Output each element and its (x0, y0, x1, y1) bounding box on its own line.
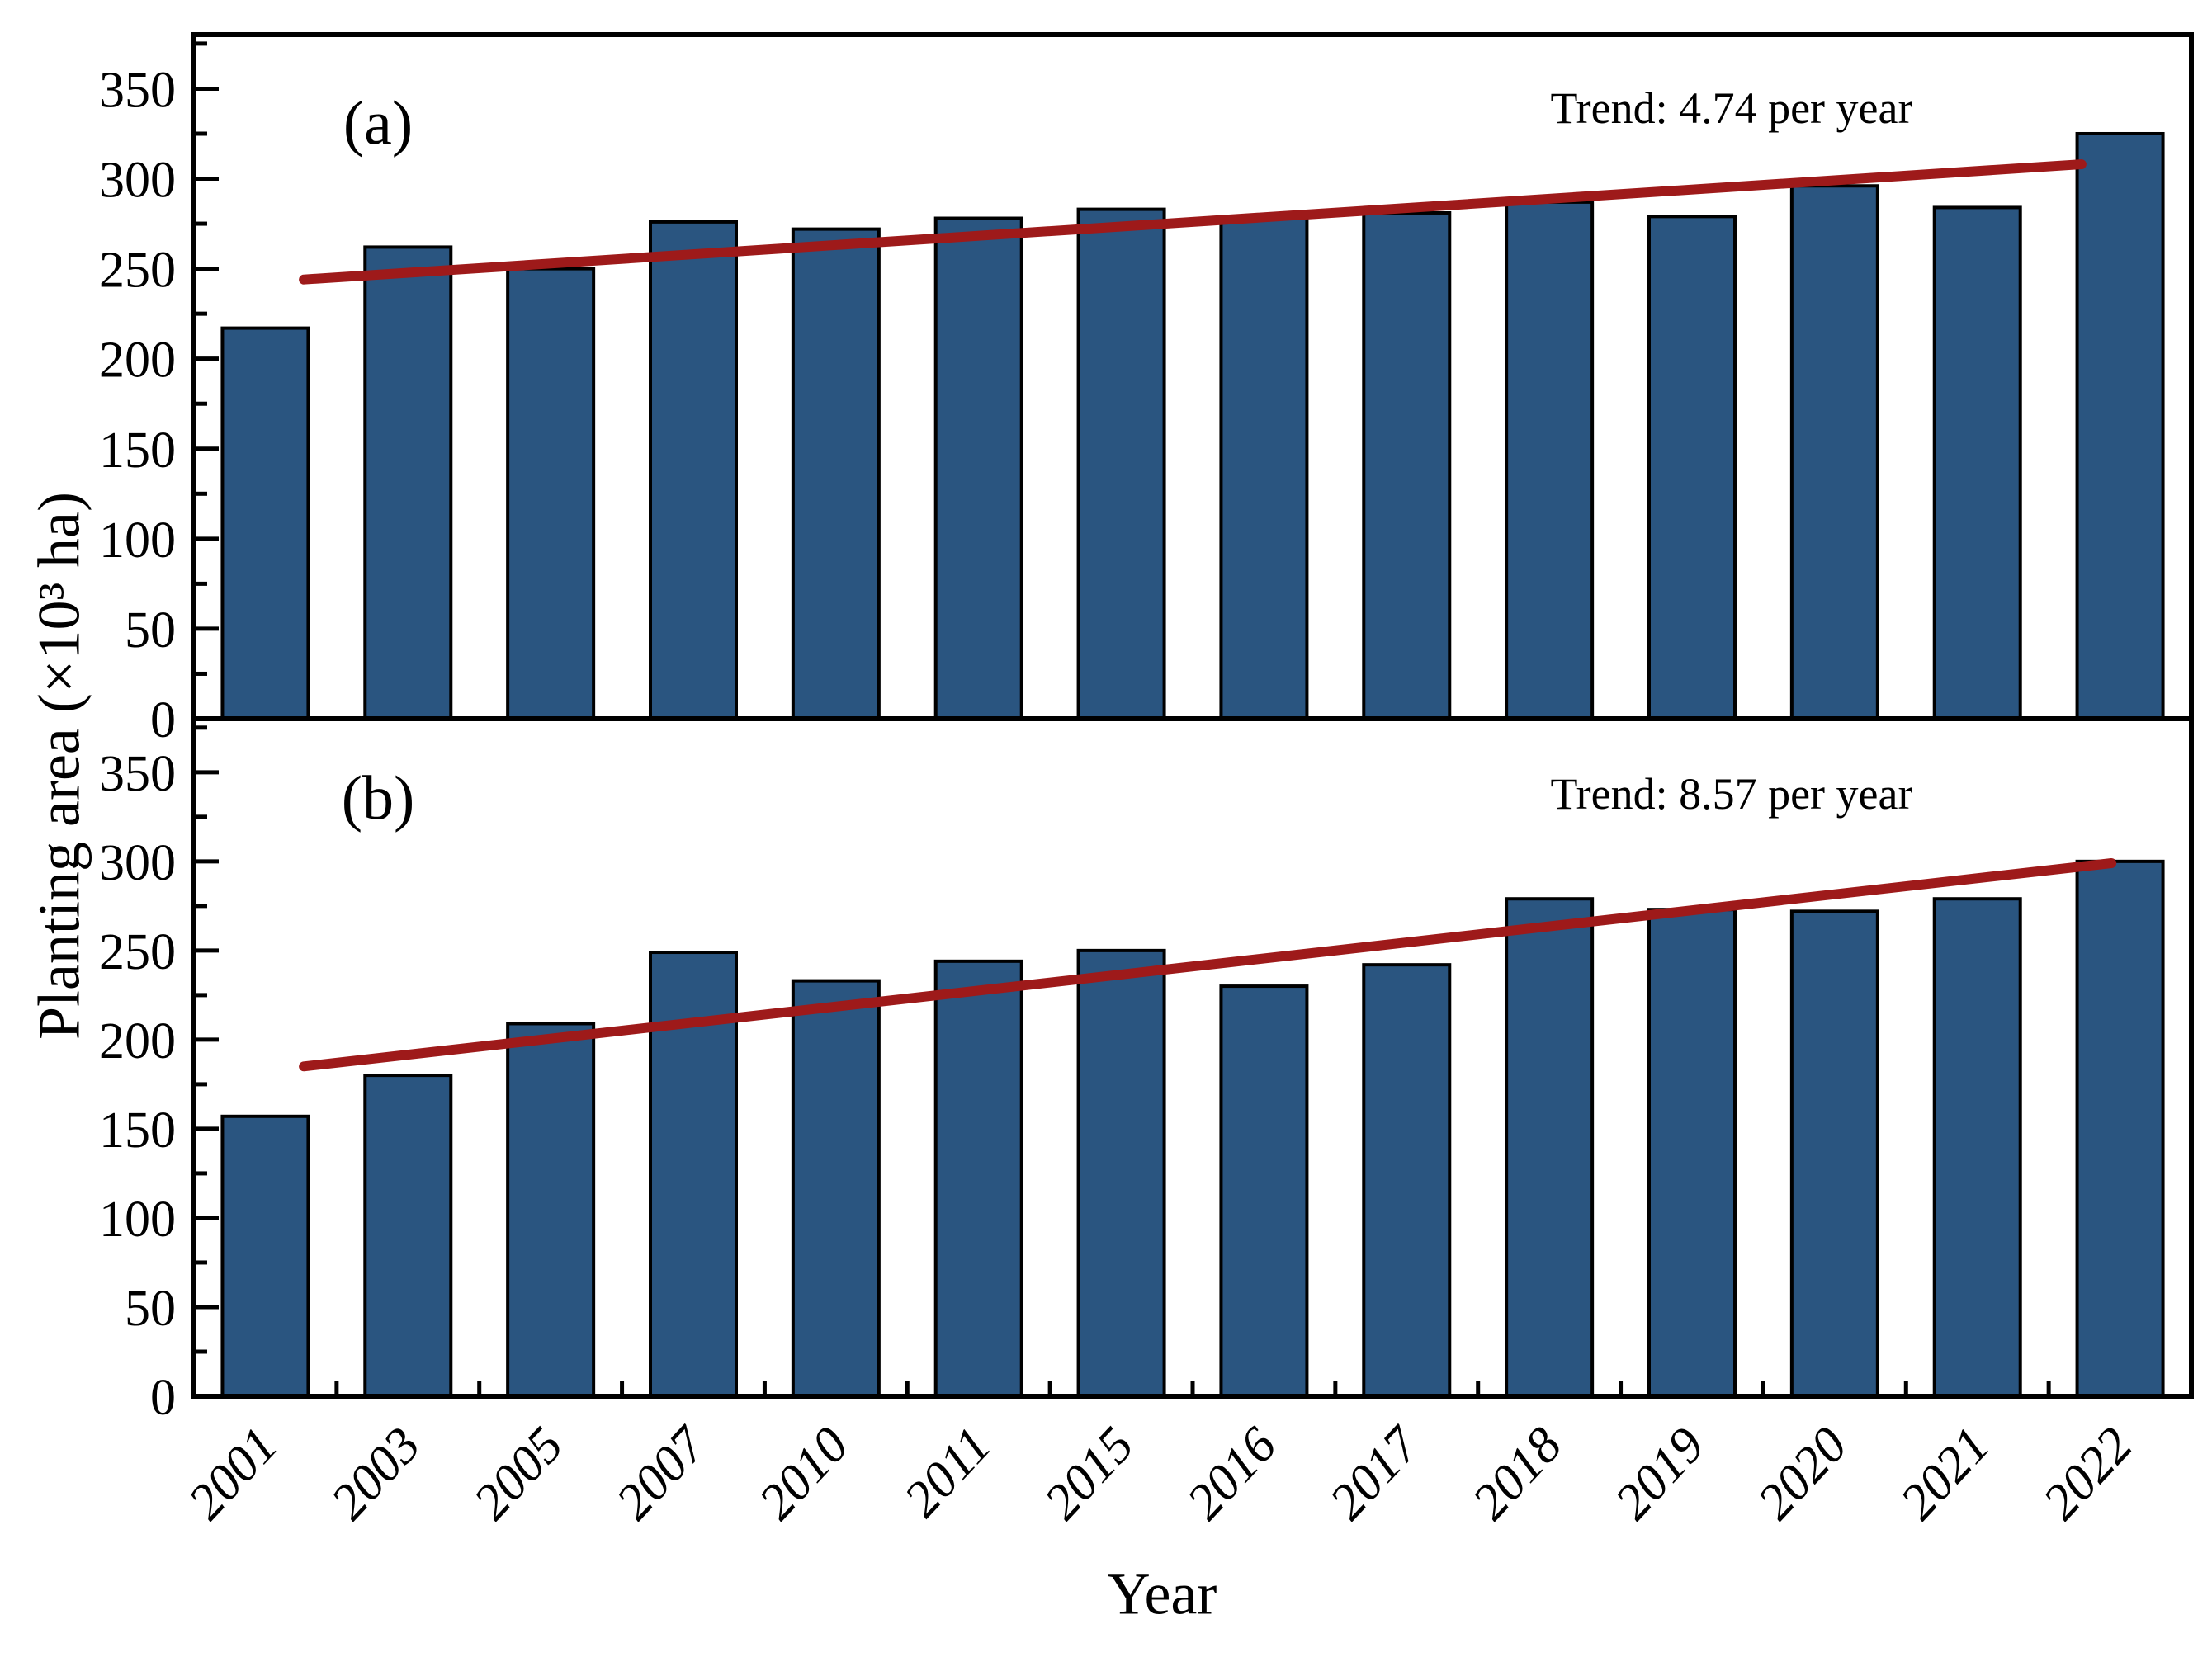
bar-2016 (1219, 984, 1309, 1399)
x-axis-label: Year (1107, 1560, 1217, 1627)
panel-a-label: (a) (343, 88, 414, 158)
bar-2019 (1647, 908, 1737, 1398)
bar-2010 (791, 979, 881, 1399)
bar-2010 (791, 227, 881, 720)
panel-b-trend-annotation: Trend: 8.57 per year (1550, 769, 1913, 819)
y-tick-label: 200 (99, 1013, 176, 1069)
panel-b-label: (b) (341, 763, 415, 833)
bar-2020 (1789, 909, 1879, 1398)
bar-2020 (1789, 184, 1879, 720)
panel-frame (191, 32, 2194, 721)
x-tick-label-2021: 2021 (1890, 1417, 2001, 1530)
y-tick-label: 50 (125, 602, 176, 659)
y-tick-label: 350 (99, 62, 176, 118)
x-tick-label-2016: 2016 (1176, 1417, 1287, 1530)
y-tick-label: 0 (150, 692, 176, 748)
x-tick-label-2010: 2010 (749, 1417, 859, 1530)
x-tick-label-2022: 2022 (2033, 1417, 2143, 1530)
x-tick-label-2015: 2015 (1034, 1417, 1145, 1530)
bar-2017 (1362, 963, 1452, 1398)
y-tick-label: 150 (99, 423, 176, 479)
x-tick-label-2018: 2018 (1462, 1417, 1572, 1530)
y-tick-label: 300 (99, 835, 176, 891)
bar-2007 (649, 220, 738, 720)
y-tick-label: 50 (125, 1281, 176, 1337)
bar-2015 (1076, 948, 1166, 1398)
bar-2015 (1076, 207, 1166, 720)
y-tick-label: 250 (99, 924, 176, 980)
y-tick-label: 150 (99, 1102, 176, 1159)
bar-2001 (220, 1114, 310, 1398)
x-tick-label-2011: 2011 (894, 1417, 1002, 1527)
y-axis-label: Planting area (×10³ ha) (26, 492, 92, 1040)
bar-2021 (1932, 897, 2022, 1398)
x-tick-label-2003: 2003 (320, 1417, 431, 1530)
trend-line (299, 159, 2087, 285)
bar-2018 (1505, 897, 1595, 1398)
y-tick-label: 100 (99, 1192, 176, 1248)
y-tick-label: 300 (99, 153, 176, 209)
y-tick-label: 350 (99, 746, 176, 802)
x-tick-label-2001: 2001 (177, 1417, 288, 1530)
bar-2011 (933, 216, 1023, 720)
bar-2016 (1219, 216, 1309, 720)
panel-b: 0 50 100 150 200 250 300 350 (99, 716, 2194, 1426)
x-tick-label-2007: 2007 (606, 1415, 718, 1530)
bar-2003 (363, 1074, 453, 1398)
x-tick-label-2019: 2019 (1605, 1417, 1715, 1530)
trend-line (299, 858, 2117, 1072)
bar-2005 (506, 267, 596, 720)
panel-a: 0 50 100 150 200 250 300 350 (99, 32, 2194, 748)
x-tick-label-2005: 2005 (463, 1417, 574, 1530)
x-tick-label-2017: 2017 (1319, 1415, 1431, 1530)
bar-2019 (1647, 215, 1737, 720)
bar-2022 (2075, 131, 2165, 721)
bar-2011 (933, 959, 1023, 1398)
panel-a-trend-annotation: Trend: 4.74 per year (1550, 83, 1913, 133)
bar-2001 (220, 326, 310, 720)
x-tick-label-2020: 2020 (1747, 1417, 1858, 1530)
y-tick-label: 250 (99, 243, 176, 299)
bar-2018 (1505, 200, 1595, 720)
bar-2022 (2075, 859, 2165, 1399)
bar-2005 (506, 1022, 596, 1398)
y-tick-label: 200 (99, 333, 176, 389)
panel-frame (191, 716, 2194, 1399)
bar-2017 (1362, 210, 1452, 720)
bar-2003 (363, 245, 453, 720)
bar-2021 (1932, 205, 2022, 720)
y-tick-label: 100 (99, 512, 176, 569)
y-tick-label: 0 (150, 1370, 176, 1426)
